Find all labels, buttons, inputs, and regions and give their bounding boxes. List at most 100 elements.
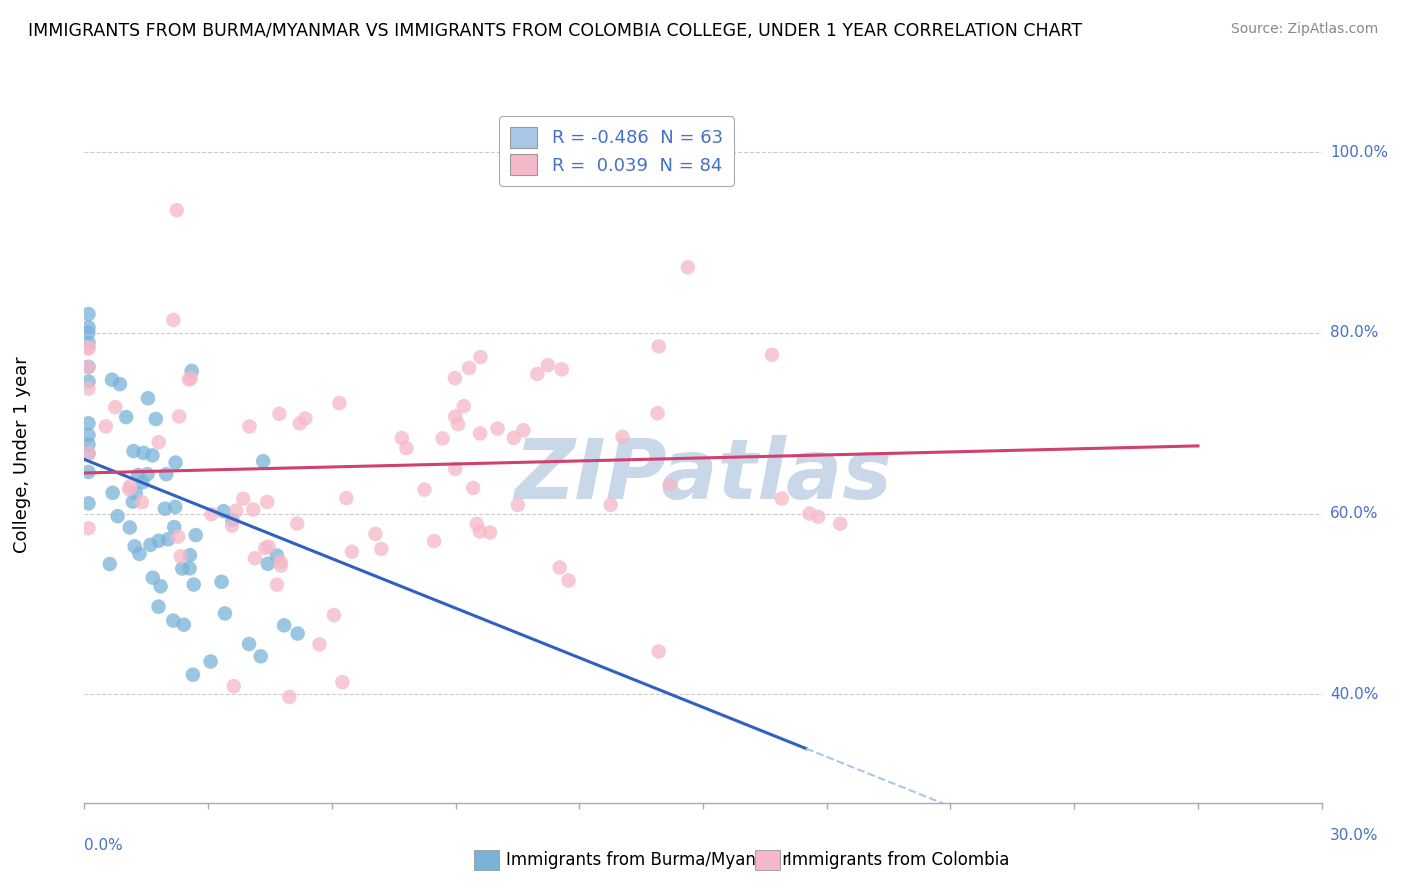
Point: [148, 533, 170, 548]
Point: [177, 372, 200, 386]
Point: [463, 481, 485, 495]
Point: [128, 547, 150, 561]
Point: [184, 528, 207, 542]
Point: [395, 441, 418, 455]
Text: Immigrants from Burma/Myanmar: Immigrants from Burma/Myanmar: [506, 851, 789, 869]
Point: [121, 494, 143, 508]
Point: [308, 637, 330, 651]
Point: [165, 456, 187, 470]
Point: [167, 530, 190, 544]
Point: [270, 558, 292, 573]
Point: [125, 486, 148, 500]
Point: [108, 377, 131, 392]
Point: [770, 491, 793, 506]
Point: [340, 545, 363, 559]
Point: [444, 409, 467, 424]
Point: [335, 491, 357, 505]
Point: [647, 644, 669, 658]
Point: [761, 348, 783, 362]
Point: [122, 444, 145, 458]
Point: [148, 599, 170, 614]
Point: [165, 500, 187, 514]
Point: [162, 614, 184, 628]
Point: [287, 626, 309, 640]
Point: [465, 516, 488, 531]
Point: [364, 527, 387, 541]
Point: [269, 555, 291, 569]
Point: [273, 618, 295, 632]
Point: [77, 382, 100, 396]
Point: [149, 579, 172, 593]
Point: [77, 341, 100, 355]
Point: [502, 431, 524, 445]
Point: [506, 498, 529, 512]
Point: [77, 307, 100, 321]
Point: [145, 412, 167, 426]
Point: [647, 406, 669, 420]
Point: [294, 411, 316, 425]
Point: [444, 371, 467, 385]
Point: [77, 465, 100, 479]
Point: [221, 518, 243, 533]
Point: [162, 313, 184, 327]
Point: [136, 467, 159, 482]
Point: [155, 467, 177, 482]
Point: [77, 360, 100, 375]
Point: [200, 655, 222, 669]
Point: [120, 479, 142, 493]
Point: [254, 541, 277, 555]
Point: [612, 430, 634, 444]
Point: [101, 486, 124, 500]
Point: [77, 341, 100, 355]
Point: [107, 509, 129, 524]
Point: [288, 417, 311, 431]
Point: [183, 577, 205, 591]
Point: [180, 364, 202, 378]
Point: [285, 516, 308, 531]
Point: [550, 362, 572, 376]
Text: 0.0%: 0.0%: [84, 838, 124, 853]
Point: [77, 320, 100, 334]
Point: [77, 428, 100, 442]
Point: [413, 483, 436, 497]
Point: [328, 396, 350, 410]
Point: [512, 423, 534, 437]
Text: 60.0%: 60.0%: [1330, 506, 1378, 521]
Point: [478, 525, 501, 540]
Point: [468, 426, 491, 441]
Point: [98, 557, 121, 571]
Point: [322, 608, 344, 623]
Text: ZIPatlas: ZIPatlas: [515, 435, 891, 516]
Point: [676, 260, 699, 275]
Point: [101, 373, 124, 387]
Point: [77, 521, 100, 535]
Text: College, Under 1 year: College, Under 1 year: [14, 357, 31, 553]
Point: [148, 435, 170, 450]
Point: [77, 359, 100, 374]
Point: [127, 468, 149, 483]
Point: [266, 549, 288, 563]
Point: [830, 516, 852, 531]
Point: [278, 690, 301, 704]
Point: [242, 502, 264, 516]
Point: [468, 524, 491, 539]
Point: [163, 520, 186, 534]
Point: [211, 574, 233, 589]
Point: [232, 491, 254, 506]
Point: [141, 449, 163, 463]
Point: [200, 507, 222, 521]
Point: [447, 417, 470, 432]
Point: [257, 557, 280, 571]
Point: [799, 507, 821, 521]
Point: [453, 399, 475, 413]
Point: [167, 409, 190, 424]
Point: [212, 504, 235, 518]
Point: [77, 496, 100, 510]
Point: [169, 549, 191, 564]
Point: [238, 419, 260, 434]
Point: [172, 561, 194, 575]
Point: [77, 375, 100, 389]
Point: [658, 477, 681, 491]
Point: [486, 422, 509, 436]
Point: [256, 495, 278, 509]
